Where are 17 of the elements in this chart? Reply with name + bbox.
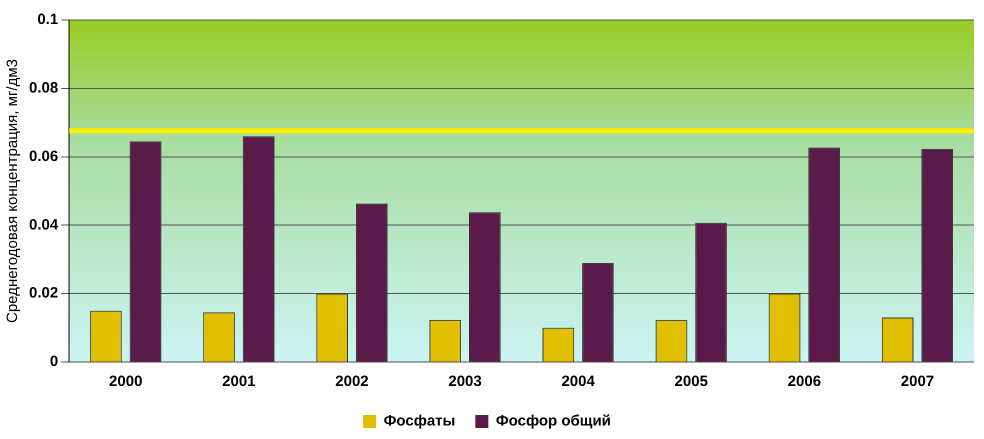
x-tick-label: 2000	[109, 373, 142, 390]
y-tick-label: 0	[50, 353, 58, 370]
x-tick-label: 2006	[788, 373, 822, 390]
legend-label: Фосфаты	[384, 412, 456, 430]
x-tick-label: 2007	[900, 373, 934, 390]
y-tick-label: 0.08	[28, 80, 58, 97]
y-tick-label: 0.06	[28, 148, 58, 165]
y-tick-label: 0.1	[37, 11, 58, 28]
y-tick-label: 0.02	[28, 284, 58, 302]
x-tick-label: 2005	[674, 373, 708, 390]
y-tick-label: 0.04	[28, 216, 59, 234]
y-axis-title: Среднегодовая концентрация, мг/дм3	[4, 59, 22, 323]
x-tick-label: 2003	[448, 373, 482, 390]
x-tick-label: 2004	[561, 373, 596, 390]
x-tick-label: 2001	[222, 373, 256, 390]
legend-label: Фосфор общий	[496, 412, 611, 430]
x-tick-label: 2002	[335, 373, 369, 390]
